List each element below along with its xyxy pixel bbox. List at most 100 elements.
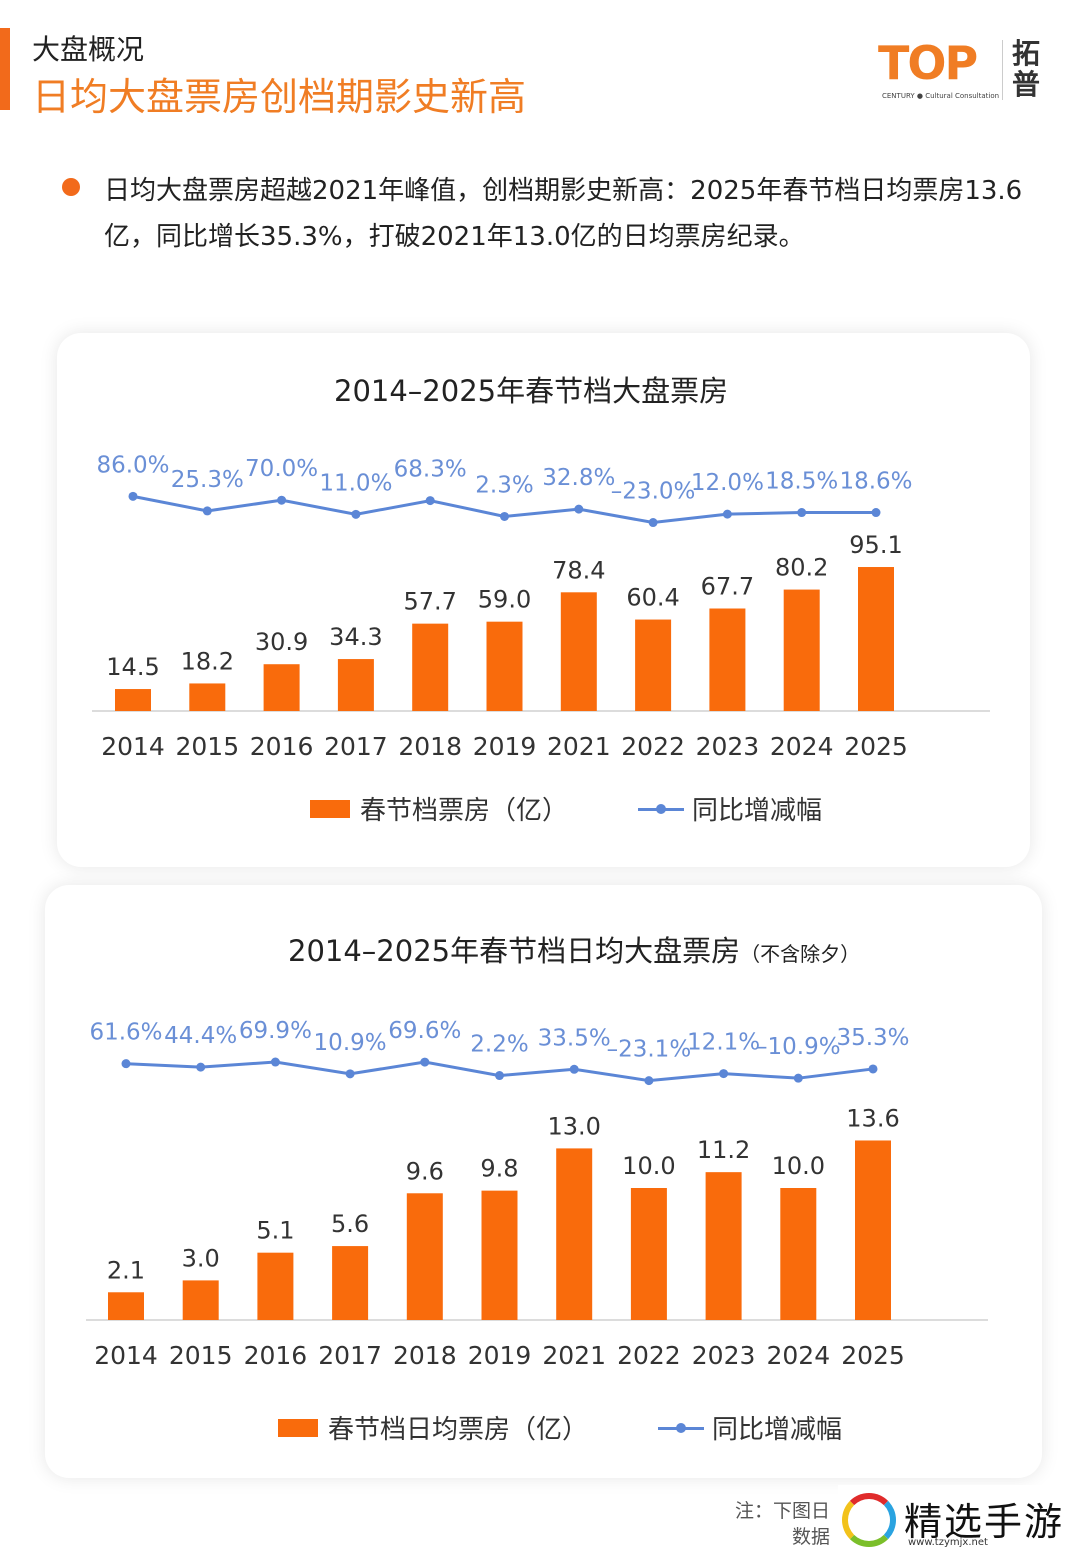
legend-bar-swatch bbox=[278, 1418, 318, 1437]
x-tick-2017: 2017 bbox=[324, 732, 388, 761]
yoy-label-2021: 32.8% bbox=[542, 465, 615, 491]
bar-label-2021: 78.4 bbox=[552, 556, 605, 584]
footnote: 注：下图日 数据 bbox=[730, 1498, 830, 1550]
yoy-label-2015: 25.3% bbox=[171, 467, 244, 493]
top-logo: TOP CENTURY ● Cultural Consultation 拓普 bbox=[878, 36, 1053, 106]
x-tick-2014: 2014 bbox=[94, 1341, 158, 1370]
bar-label-2018: 57.7 bbox=[403, 588, 456, 616]
bar-label-2025: 95.1 bbox=[849, 531, 902, 559]
yoy-point-2017 bbox=[351, 509, 361, 519]
yoy-label-2014: 86.0% bbox=[96, 452, 169, 478]
x-tick-2017: 2017 bbox=[318, 1341, 382, 1370]
footnote-line1: 注：下图日 bbox=[734, 1500, 830, 1522]
yoy-label-2023: 12.1% bbox=[687, 1030, 760, 1056]
watermark-url: www.tzymjx.net bbox=[908, 1537, 988, 1548]
yoy-label-2016: 69.9% bbox=[239, 1018, 312, 1044]
logo-divider bbox=[1002, 40, 1003, 100]
yoy-label-2014: 61.6% bbox=[89, 1020, 162, 1046]
x-tick-2015: 2015 bbox=[169, 1341, 233, 1370]
yoy-point-2014 bbox=[128, 491, 138, 501]
bar-2022 bbox=[630, 1188, 667, 1320]
bar-2021 bbox=[560, 592, 597, 711]
yoy-point-2016 bbox=[270, 1057, 280, 1067]
bar-label-2019: 59.0 bbox=[478, 586, 531, 614]
x-tick-2015: 2015 bbox=[175, 732, 239, 761]
bar-2018 bbox=[412, 623, 449, 711]
bar-label-2023: 11.2 bbox=[697, 1136, 750, 1164]
bar-label-2018: 9.6 bbox=[406, 1157, 444, 1185]
bar-2025 bbox=[855, 1140, 891, 1320]
bar-2019 bbox=[486, 621, 523, 711]
yoy-point-2024 bbox=[797, 508, 807, 518]
watermark-text: 精选手游网 bbox=[904, 1500, 1065, 1559]
bar-label-2024: 80.2 bbox=[775, 554, 828, 582]
bullet-icon bbox=[62, 178, 80, 196]
bar-2017 bbox=[337, 659, 374, 711]
bar-label-2021: 13.0 bbox=[547, 1112, 600, 1140]
x-tick-2025: 2025 bbox=[844, 732, 908, 761]
chart2-title-text: 2014–2025年春节档日均大盘票房 bbox=[288, 934, 741, 968]
logo-subtitle: CENTURY ● Cultural Consultation bbox=[882, 92, 1000, 100]
legend-bar-label: 春节档票房（亿） bbox=[360, 796, 569, 826]
yoy-label-2017: 11.0% bbox=[319, 470, 392, 496]
watermark-logo-icon bbox=[842, 1493, 896, 1547]
yoy-label-2021: 33.5% bbox=[538, 1025, 611, 1051]
bar-label-2019: 9.8 bbox=[480, 1155, 518, 1183]
yoy-point-2025 bbox=[868, 1064, 878, 1074]
yoy-label-2015: 44.4% bbox=[164, 1023, 237, 1049]
chart2-legend: 春节档日均票房（亿） 同比增减幅 bbox=[278, 1409, 842, 1446]
bar-label-2016: 30.9 bbox=[255, 628, 308, 656]
bar-2015 bbox=[182, 1280, 219, 1320]
x-tick-2022: 2022 bbox=[621, 732, 685, 761]
accent-bar bbox=[0, 28, 10, 110]
yoy-label-2025: 18.6% bbox=[839, 469, 912, 495]
yoy-point-2019 bbox=[500, 511, 509, 521]
yoy-point-2015 bbox=[202, 506, 212, 516]
yoy-label-2025: 35.3% bbox=[836, 1025, 909, 1051]
logo-text: TOP bbox=[878, 36, 978, 90]
x-tick-2016: 2016 bbox=[250, 732, 314, 761]
x-tick-2014: 2014 bbox=[101, 732, 165, 761]
yoy-label-2024: –10.9% bbox=[756, 1034, 841, 1060]
legend-bar-swatch bbox=[310, 799, 350, 818]
yoy-point-2021 bbox=[574, 504, 584, 514]
bar-2024 bbox=[783, 589, 820, 711]
bar-2021 bbox=[556, 1148, 593, 1320]
bar-2018 bbox=[406, 1193, 443, 1320]
x-tick-2024: 2024 bbox=[766, 1341, 830, 1370]
bar-2022 bbox=[635, 619, 672, 711]
legend-line-swatch bbox=[638, 801, 685, 817]
bar-2019 bbox=[481, 1190, 518, 1320]
yoy-point-2016 bbox=[277, 495, 287, 505]
yoy-point-2014 bbox=[121, 1059, 131, 1069]
bar-label-2017: 5.6 bbox=[331, 1210, 369, 1238]
yoy-point-2015 bbox=[196, 1062, 206, 1072]
bar-2016 bbox=[263, 664, 300, 711]
x-tick-2023: 2023 bbox=[696, 732, 760, 761]
bar-label-2022: 10.0 bbox=[622, 1152, 675, 1180]
bar-label-2016: 5.1 bbox=[256, 1217, 294, 1245]
x-tick-2024: 2024 bbox=[770, 732, 834, 761]
legend-line-swatch bbox=[658, 1420, 705, 1436]
bar-2023 bbox=[709, 608, 746, 711]
yoy-label-2022: –23.1% bbox=[607, 1037, 692, 1063]
bar-label-2015: 18.2 bbox=[181, 647, 234, 675]
yoy-point-2025 bbox=[871, 508, 881, 518]
yoy-label-2019: 2.2% bbox=[470, 1032, 528, 1058]
yoy-point-2018 bbox=[425, 496, 435, 506]
chart1-title: 2014–2025年春节档大盘票房 bbox=[334, 374, 729, 408]
bar-2024 bbox=[780, 1188, 817, 1320]
yoy-point-2021 bbox=[569, 1064, 579, 1074]
x-tick-2018: 2018 bbox=[398, 732, 462, 761]
yoy-label-2018: 68.3% bbox=[394, 457, 467, 483]
legend-bar-label: 春节档日均票房（亿） bbox=[328, 1415, 589, 1445]
legend-line-label: 同比增减幅 bbox=[712, 1415, 843, 1445]
x-tick-2018: 2018 bbox=[393, 1341, 457, 1370]
bar-2016 bbox=[257, 1252, 294, 1320]
legend-line-label: 同比增减幅 bbox=[692, 796, 823, 826]
bar-label-2024: 10.0 bbox=[772, 1152, 825, 1180]
bar-label-2025: 13.6 bbox=[846, 1104, 899, 1132]
bar-label-2015: 3.0 bbox=[182, 1244, 220, 1272]
